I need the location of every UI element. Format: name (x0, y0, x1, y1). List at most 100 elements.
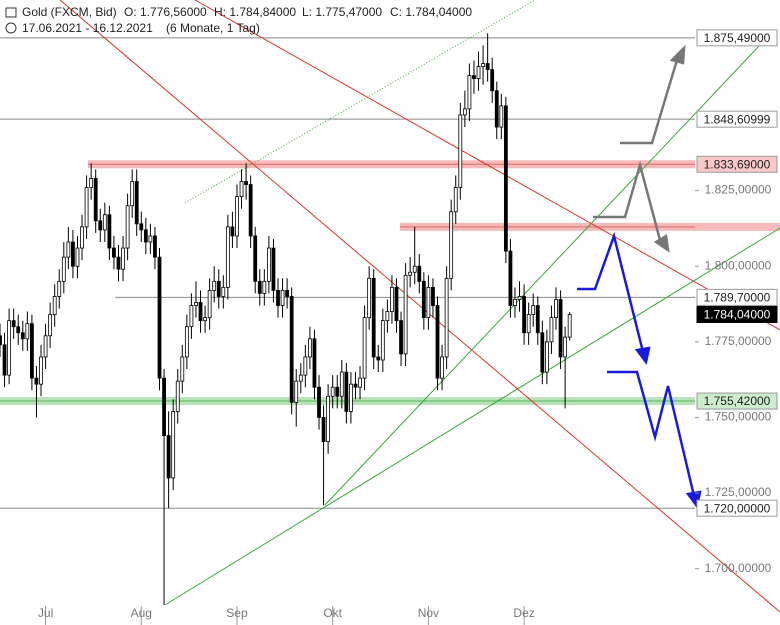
arrows (577, 44, 702, 509)
level-box (696, 29, 778, 47)
arrow-head (669, 44, 686, 65)
candle-body (353, 383, 358, 388)
candle-body (554, 299, 558, 319)
candle-body (563, 336, 568, 358)
candle-body (449, 211, 454, 279)
candle-body (431, 286, 435, 306)
candle-body (248, 184, 253, 237)
candle-body (371, 277, 376, 358)
candle-body (52, 296, 57, 316)
candle-body (535, 305, 540, 334)
candle-body (257, 280, 262, 294)
candle-body (93, 178, 98, 222)
candle-body (216, 280, 221, 297)
level-label: 1.755,42000 (704, 394, 771, 408)
candle-body (444, 277, 449, 358)
x-tick-label: Sep (226, 606, 248, 620)
candle-body (198, 302, 203, 322)
candle-body (312, 338, 317, 388)
date-range: 17.06.2021 - 16.12.2021 (22, 21, 153, 35)
candle-body (7, 320, 12, 376)
y-tick-label: 1.775,00000 (705, 334, 772, 348)
candle-body (75, 247, 80, 267)
candle-body (11, 320, 16, 328)
chart-icon (5, 7, 17, 18)
candle-body (335, 386, 340, 397)
candle-body (71, 241, 75, 267)
blue-arrow (607, 370, 696, 497)
candle-body (298, 374, 303, 382)
candle-body (276, 289, 280, 306)
candle-body (0, 335, 2, 346)
candle-body (517, 296, 522, 300)
candle-body (34, 377, 39, 385)
candle-body (134, 181, 139, 225)
candle-body (130, 181, 135, 207)
candle-body (189, 305, 194, 328)
level-box (696, 305, 778, 323)
candle-body (326, 395, 331, 443)
candle-body (48, 314, 53, 337)
candle-body (472, 75, 476, 80)
candle-body (285, 289, 290, 297)
candle-body (362, 317, 367, 379)
candle-body (230, 226, 235, 237)
low: L: 1.775,47000 (302, 5, 382, 19)
candle-body (30, 323, 34, 379)
candle-body (303, 356, 308, 376)
x-tick-label: Jul (38, 606, 53, 620)
grey-arrow (593, 160, 662, 241)
level-label: 1.720,00000 (704, 501, 771, 515)
candle-body (139, 223, 144, 231)
candle-body (98, 220, 103, 231)
candle-body (184, 326, 189, 358)
level-label: 1.875,49000 (704, 31, 771, 45)
candle-body (330, 386, 335, 397)
x-tick-label: Nov (418, 606, 439, 620)
candle-body (481, 63, 485, 67)
candle-body (349, 383, 353, 412)
candle-body (162, 377, 166, 436)
axes: 1.825,00000 1.800,00000 1.775,00000 1.750,0… (38, 29, 778, 625)
candle-body (25, 323, 30, 340)
y-tick-label: 1.700,00000 (705, 561, 772, 575)
candle-body (280, 289, 285, 306)
candle-body (421, 280, 426, 319)
candle-body (203, 317, 207, 322)
clock-icon (5, 22, 17, 34)
candle-body (107, 214, 112, 249)
arrow-head (653, 233, 670, 253)
y-tick-label: 1.800,00000 (705, 258, 772, 272)
candle-body (435, 305, 440, 379)
candle-body (166, 435, 171, 479)
candle-body (558, 299, 563, 358)
candle-body (417, 265, 422, 282)
candle-body (503, 105, 508, 252)
candle-body (89, 178, 94, 188)
candle-body (271, 247, 276, 291)
candle-body (244, 181, 248, 185)
x-tick-label: Okt (323, 606, 342, 620)
candle-body (540, 332, 545, 373)
level-box (696, 110, 778, 128)
candle-body (239, 181, 244, 198)
red-trend-line (194, 0, 780, 331)
candle-body (317, 386, 321, 418)
candle-body (462, 108, 467, 116)
candle-body (499, 105, 504, 128)
candles (0, 33, 572, 605)
level-label: 1.784,04000 (704, 308, 771, 322)
candle-body (467, 75, 472, 110)
level-label: 1.833,69000 (704, 157, 771, 171)
candle-body (440, 356, 444, 379)
candle-body (66, 241, 71, 258)
candle-body (376, 356, 381, 361)
candle-body (399, 320, 403, 355)
candle-body (112, 247, 116, 258)
candle-body (143, 229, 148, 243)
candle-body (453, 187, 458, 213)
candle-body (567, 314, 572, 338)
arrow-head (634, 346, 651, 365)
candle-body (153, 235, 157, 258)
candle-body (385, 311, 390, 322)
